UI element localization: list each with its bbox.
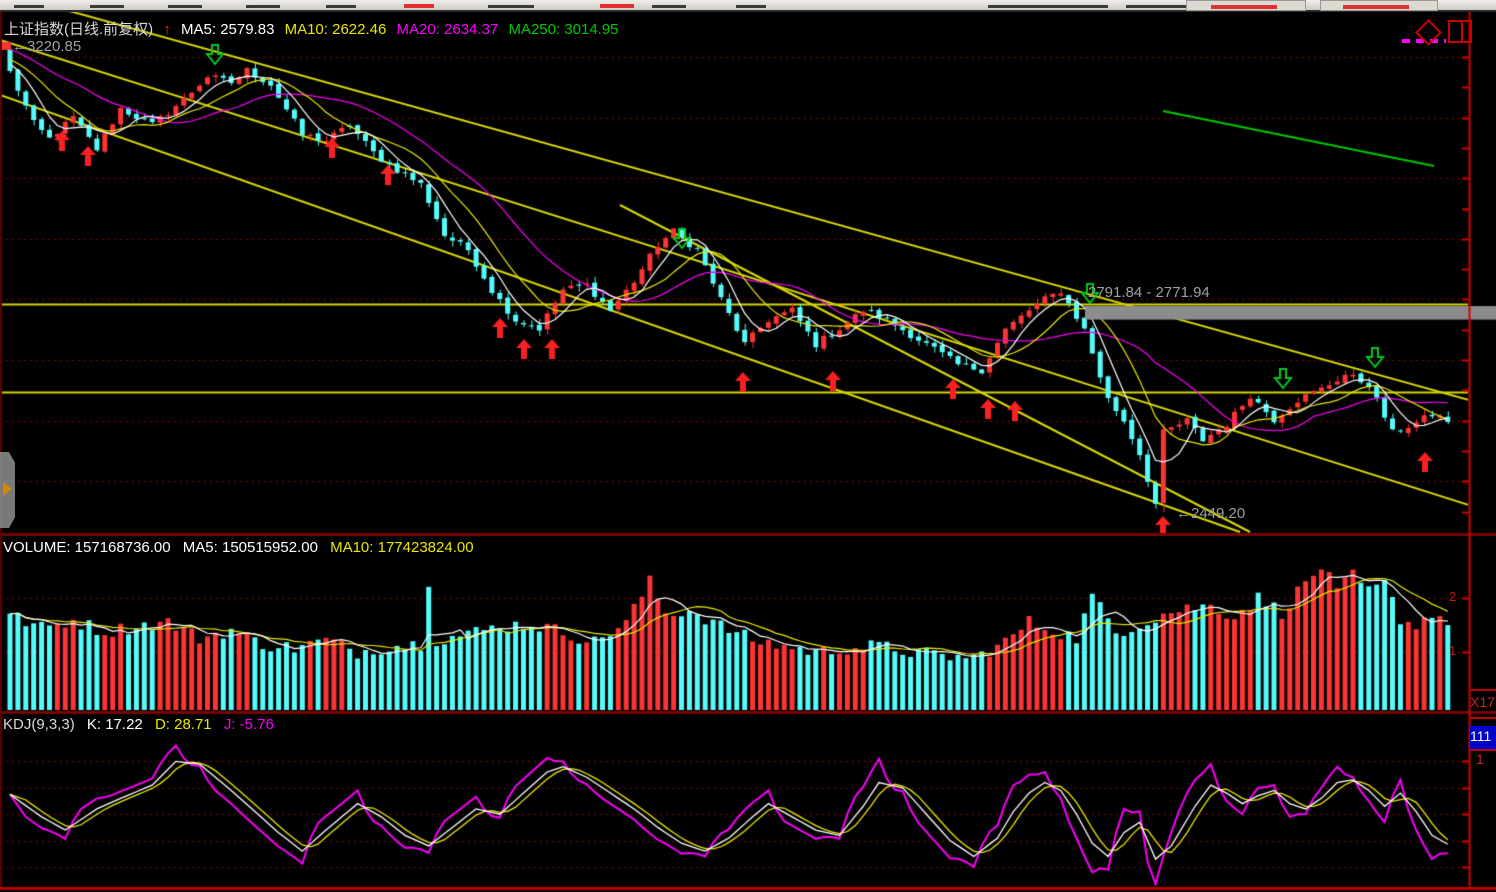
menu-item[interactable] xyxy=(246,5,280,8)
dashed-line-marker[interactable] xyxy=(1402,39,1446,43)
ma5-value: MA5: 2579.83 xyxy=(181,21,275,38)
ma20-value: MA20: 2634.37 xyxy=(396,21,499,38)
toolbar-button[interactable] xyxy=(1320,0,1438,11)
volume-header: VOLUME: 157168736.00 MA5: 150515952.00 M… xyxy=(3,539,474,556)
menu-item[interactable] xyxy=(1126,5,1196,8)
panel-handle[interactable] xyxy=(0,452,15,528)
menu-red-text[interactable] xyxy=(600,4,634,8)
split-window-icon[interactable] xyxy=(1448,20,1472,43)
menu-item[interactable] xyxy=(736,5,766,8)
high-price-label: ←3220.85 xyxy=(12,38,82,55)
menu-red-text[interactable] xyxy=(404,4,434,8)
ma250-value: MA250: 3014.95 xyxy=(508,21,619,38)
volume-ma10-value: MA10: 177423824.00 xyxy=(330,539,474,556)
expand-arrow-icon xyxy=(3,482,12,496)
kdj-d-value: D: 28.71 xyxy=(154,716,212,733)
menu-bar[interactable] xyxy=(0,0,1496,12)
kdj-scale-label: 1 xyxy=(1476,751,1484,767)
gap-zone-label: 2791.84 - 2771.94 xyxy=(1088,284,1210,301)
kdj-j-value: J: -5.76 xyxy=(223,716,274,733)
menu-item[interactable] xyxy=(488,5,534,8)
kdj-k-value: K: 17.22 xyxy=(86,716,143,733)
main-chart-header: 上证指数(日线.前复权) ↑ MA5: 2579.83 MA10: 2622.4… xyxy=(4,21,625,38)
menu-item[interactable] xyxy=(90,5,124,8)
menu-item[interactable] xyxy=(652,5,686,8)
volume-ma5-value: MA5: 150515952.00 xyxy=(182,539,318,556)
low-price-label: ←2449.20 xyxy=(1176,505,1246,522)
ma10-value: MA10: 2622.46 xyxy=(284,21,387,38)
menu-item[interactable] xyxy=(326,5,356,8)
kdj-name: KDJ(9,3,3) xyxy=(3,716,75,733)
volume-scale-box: X17 xyxy=(1470,689,1496,719)
menu-item[interactable] xyxy=(988,5,1108,8)
volume-grid-label-2: 2 xyxy=(1449,589,1457,604)
kdj-scale-box: 111 xyxy=(1470,726,1496,751)
menu-item[interactable] xyxy=(14,5,44,8)
volume-value: VOLUME: 157168736.00 xyxy=(3,539,171,556)
up-arrow-icon: ↑ xyxy=(163,21,171,38)
toolbar-button[interactable] xyxy=(1186,0,1306,11)
kdj-header: KDJ(9,3,3) K: 17.22 D: 28.71 J: -5.76 xyxy=(3,716,274,733)
volume-grid-label-1: 1 xyxy=(1449,643,1457,658)
symbol-title: 上证指数(日线.前复权) xyxy=(4,21,154,38)
menu-item[interactable] xyxy=(168,5,202,8)
